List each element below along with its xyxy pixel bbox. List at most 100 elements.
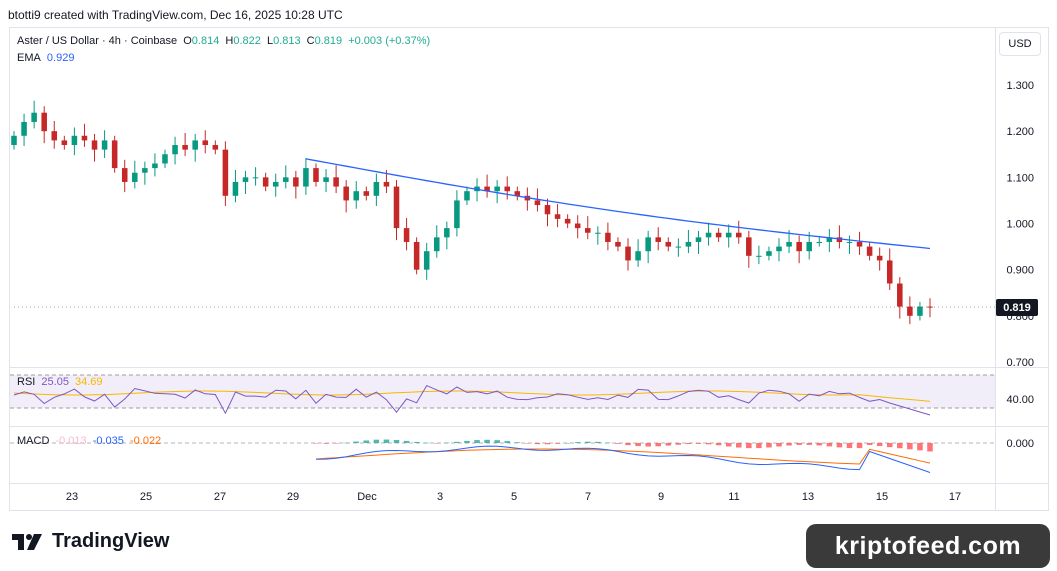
open-label: O: [183, 35, 192, 47]
candle-up: [685, 241, 692, 247]
price-tick-label: 1.200: [1006, 126, 1034, 138]
tradingview-logo[interactable]: TradingView: [12, 530, 169, 553]
macd-histogram-bar: [615, 443, 621, 444]
rsi-legend: RSI 25.05 34.69: [17, 376, 106, 388]
main-legend: Aster / US Dollar · 4h · Coinbase O0.814…: [17, 35, 433, 47]
macd-histogram-bar: [826, 443, 833, 447]
candle-up: [252, 177, 259, 179]
candle-up: [776, 246, 782, 252]
candle-down: [715, 232, 722, 238]
macd-histogram-bar: [725, 443, 732, 447]
macd-tick-label: 0.000: [1006, 438, 1034, 450]
macd-label[interactable]: MACD: [17, 435, 50, 447]
macd-histogram-bar: [524, 443, 531, 444]
macd-histogram-bar: [514, 442, 521, 443]
candle-down: [836, 237, 843, 242]
rsi-label[interactable]: RSI: [17, 376, 36, 388]
rsi-tick-label: 40.00: [1006, 394, 1034, 406]
candle-down: [574, 223, 581, 229]
macd-histogram-bar: [413, 441, 420, 443]
candle-down: [121, 168, 128, 182]
candle-down: [534, 200, 541, 206]
candle-down: [514, 191, 521, 196]
macd-histogram-bar: [363, 440, 370, 443]
macd-histogram-bar: [806, 443, 812, 445]
candle-down: [313, 168, 319, 182]
candle-up: [303, 168, 309, 187]
time-tick-label: 7: [585, 491, 591, 503]
macd-histogram-bar: [796, 443, 802, 445]
candle-down: [907, 306, 913, 316]
macd-histogram-bar: [474, 440, 480, 443]
candle-down: [182, 145, 188, 150]
macd-histogram-bar: [464, 440, 470, 443]
macd-histogram-bar: [866, 443, 873, 445]
candle-down: [665, 241, 672, 247]
time-tick-label: 25: [140, 491, 152, 503]
candle-up: [444, 228, 450, 238]
macd-histogram-bar: [393, 440, 400, 443]
candle-up: [423, 251, 430, 270]
macd-signal-value: -0.022: [129, 435, 162, 447]
chart-attribution: btotti9 created with TradingView.com, De…: [8, 8, 343, 22]
close-value: 0.819: [314, 35, 343, 47]
candle-up: [31, 112, 37, 122]
candle-down: [735, 232, 742, 238]
time-tick-label: 9: [658, 491, 664, 503]
candle-down: [61, 140, 68, 146]
candle-down: [746, 237, 752, 256]
candle-up: [71, 135, 78, 146]
macd-histogram-bar: [846, 443, 853, 449]
ema-label[interactable]: EMA: [17, 52, 41, 64]
candle-down: [615, 241, 621, 247]
candle-down: [343, 186, 349, 201]
symbol-label[interactable]: Aster / US Dollar · 4h · Coinbase: [17, 35, 178, 47]
macd-histogram-bar: [554, 443, 561, 444]
low-value: 0.813: [273, 35, 301, 47]
price-tick-label: 1.100: [1006, 172, 1034, 184]
candle-up: [756, 255, 762, 257]
macd-histogram-bar: [897, 443, 903, 449]
candle-up: [695, 237, 702, 242]
candle-up: [635, 251, 641, 261]
macd-histogram-bar: [595, 441, 601, 443]
macd-hist-value: -0.013: [55, 435, 87, 447]
change-value: +0.003 (+0.37%): [348, 35, 431, 47]
macd-histogram-bar: [705, 443, 712, 445]
candle-down: [383, 181, 390, 187]
candle-up: [353, 191, 360, 201]
candle-down: [886, 260, 893, 284]
macd-histogram-bar: [534, 443, 541, 445]
candle-down: [554, 214, 561, 219]
macd-histogram-bar: [313, 443, 319, 444]
macd-legend: MACD -0.013 -0.035 -0.022: [17, 435, 164, 447]
time-tick-label: 29: [287, 491, 299, 503]
candle-up: [11, 135, 17, 146]
macd-histogram-bar: [675, 443, 682, 445]
macd-histogram-bar: [786, 443, 792, 446]
candle-down: [51, 131, 58, 141]
kriptofeed-watermark: kriptofeed.com: [806, 524, 1050, 568]
candle-up: [454, 200, 460, 229]
macd-histogram-bar: [735, 443, 742, 448]
candle-down: [363, 191, 370, 196]
candle-up: [132, 172, 138, 182]
candle-up: [464, 191, 470, 201]
macd-histogram-bar: [323, 443, 329, 444]
currency-button[interactable]: USD: [999, 32, 1041, 56]
macd-histogram-bar: [927, 443, 933, 452]
candle-down: [625, 246, 631, 261]
candle-up: [675, 246, 682, 248]
macd-histogram-bar: [564, 442, 571, 444]
time-tick-label: 27: [214, 491, 226, 503]
macd-histogram-bar: [625, 443, 631, 446]
candle-up: [172, 145, 178, 155]
candle-down: [584, 228, 591, 233]
candle-up: [162, 154, 168, 164]
candle-down: [504, 186, 510, 192]
rsi-ma-line: [13, 390, 931, 402]
candle-up: [21, 121, 27, 136]
candle-up: [373, 181, 380, 196]
candle-down: [91, 140, 98, 150]
